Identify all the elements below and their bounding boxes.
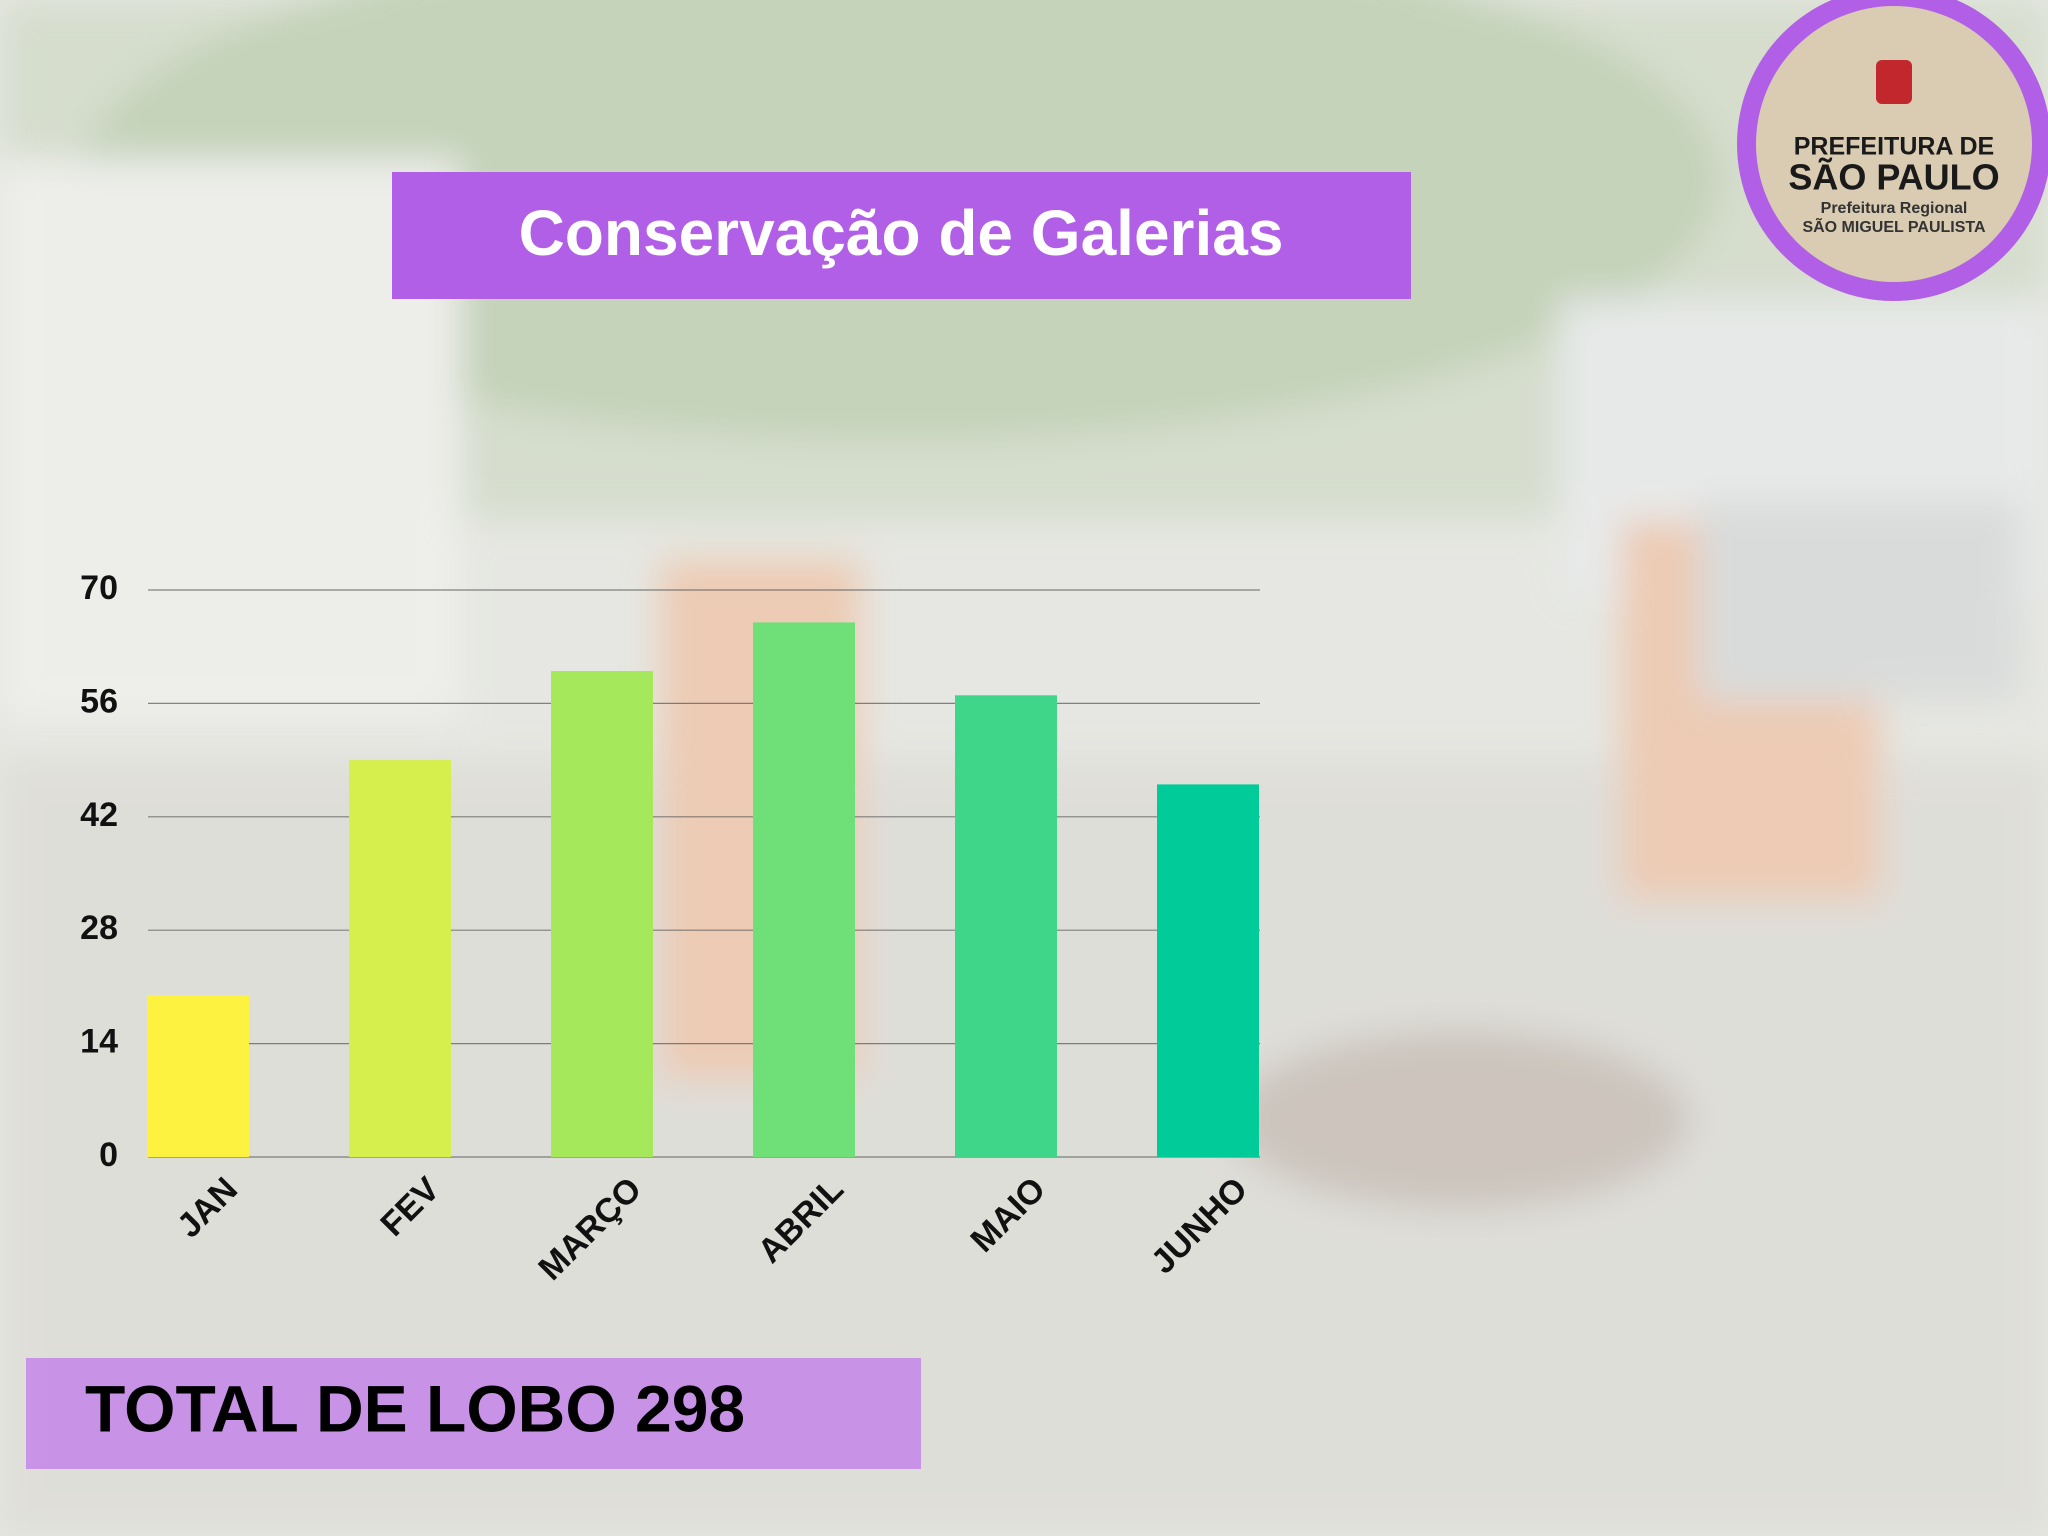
title-box [392, 172, 1411, 299]
bar [1157, 784, 1259, 1157]
total-box [26, 1358, 921, 1469]
y-tick-label: 70 [80, 569, 118, 607]
logo: PREFEITURA DE SÃO PAULO Prefeitura Regio… [1737, 0, 2048, 301]
chart-title: Conservação de Galerias [519, 197, 1284, 269]
y-tick-label: 14 [80, 1023, 118, 1061]
logo-text: PREFEITURA DE [1794, 133, 1994, 161]
y-tick-label: 56 [80, 682, 118, 720]
logo-text: SÃO MIGUEL PAULISTA [1802, 216, 1986, 236]
bar [147, 995, 249, 1157]
bar [753, 622, 855, 1157]
logo-disc [1756, 6, 2032, 282]
logo-text: Prefeitura Regional [1821, 200, 1968, 217]
bar [955, 695, 1057, 1157]
y-tick-label: 28 [80, 909, 118, 947]
y-tick-label: 42 [80, 796, 118, 834]
logo-crest [1876, 60, 1912, 104]
y-tick-label: 0 [99, 1136, 118, 1174]
logo-text: SÃO PAULO [1788, 156, 1999, 198]
total-label: TOTAL DE LOBO 298 [85, 1371, 745, 1445]
bar [349, 760, 451, 1157]
bar [551, 671, 653, 1157]
